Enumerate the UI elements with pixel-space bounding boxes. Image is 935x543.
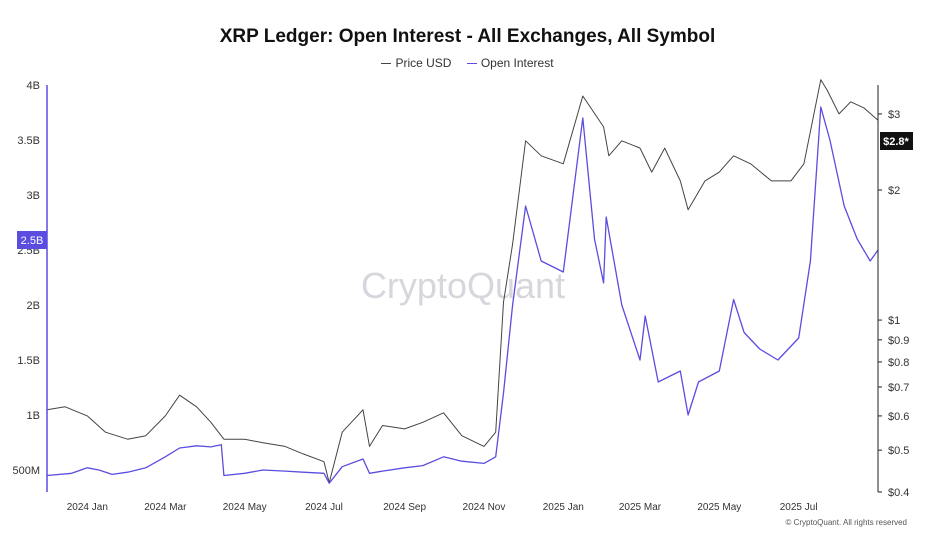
x-tick-label: 2024 Sep xyxy=(383,502,426,513)
left-tick-label: 4B xyxy=(27,80,40,92)
right-tick-label: $0.6 xyxy=(888,411,909,423)
left-tick-label: 1B xyxy=(27,410,40,422)
right-axis-ticks: $0.4 $0.5 $0.6 $0.7 $0.8 $0.9 $1 $2 $3 xyxy=(878,109,909,499)
x-tick-label: 2025 Mar xyxy=(619,502,662,513)
right-tick-label: $3 xyxy=(888,109,900,121)
watermark: CryptoQuant xyxy=(361,265,565,306)
right-tick-label: $2 xyxy=(888,185,900,197)
x-tick-label: 2025 Jul xyxy=(780,502,818,513)
right-tick-label: $0.9 xyxy=(888,335,909,347)
left-tick-label: 1.5B xyxy=(17,355,40,367)
x-tick-label: 2024 Jan xyxy=(67,502,108,513)
left-tick-label: 3B xyxy=(27,190,40,202)
x-tick-label: 2025 May xyxy=(697,502,741,513)
x-tick-label: 2024 Nov xyxy=(463,502,506,513)
right-current-value-badge xyxy=(880,132,913,150)
chart-title: XRP Ledger: Open Interest - All Exchange… xyxy=(219,26,716,47)
legend-label-open-interest: Open Interest xyxy=(480,56,554,70)
x-tick-label: 2025 Jan xyxy=(543,502,584,513)
left-tick-label: 3.5B xyxy=(17,135,40,147)
left-current-value-badge xyxy=(17,231,47,249)
series-layer xyxy=(46,79,879,484)
legend-swatch-open-interest xyxy=(466,63,477,65)
series-line-open-interest[interactable] xyxy=(46,106,879,484)
x-axis-ticks: 2024 Jan 2024 Mar 2024 May 2024 Jul 2024 Sep… xyxy=(67,502,818,513)
legend-item-open-interest[interactable]: Open Interest xyxy=(466,56,554,70)
left-tick-label: 2B xyxy=(27,300,40,312)
legend-label-price: Price USD xyxy=(395,56,452,70)
left-current-value-label: 2.5B xyxy=(21,235,44,247)
left-tick-label: 500M xyxy=(12,465,40,477)
right-tick-label: $0.4 xyxy=(888,487,909,499)
right-tick-label: $0.7 xyxy=(888,382,909,394)
series-line-price-usd[interactable] xyxy=(46,79,879,484)
x-tick-label: 2024 Mar xyxy=(144,502,187,513)
copyright-footer: © CryptoQuant. All rights reserved xyxy=(785,518,908,527)
legend-swatch-price xyxy=(381,63,392,65)
x-tick-label: 2024 May xyxy=(223,502,267,513)
right-tick-label: $0.5 xyxy=(888,445,909,457)
legend: Price USD Open Interest xyxy=(0,56,935,70)
right-current-value-label: $2.8* xyxy=(883,136,909,148)
legend-item-price[interactable]: Price USD xyxy=(381,56,451,70)
right-tick-label: $0.8 xyxy=(888,357,909,369)
right-tick-label: $1 xyxy=(888,315,900,327)
x-tick-label: 2024 Jul xyxy=(305,502,343,513)
